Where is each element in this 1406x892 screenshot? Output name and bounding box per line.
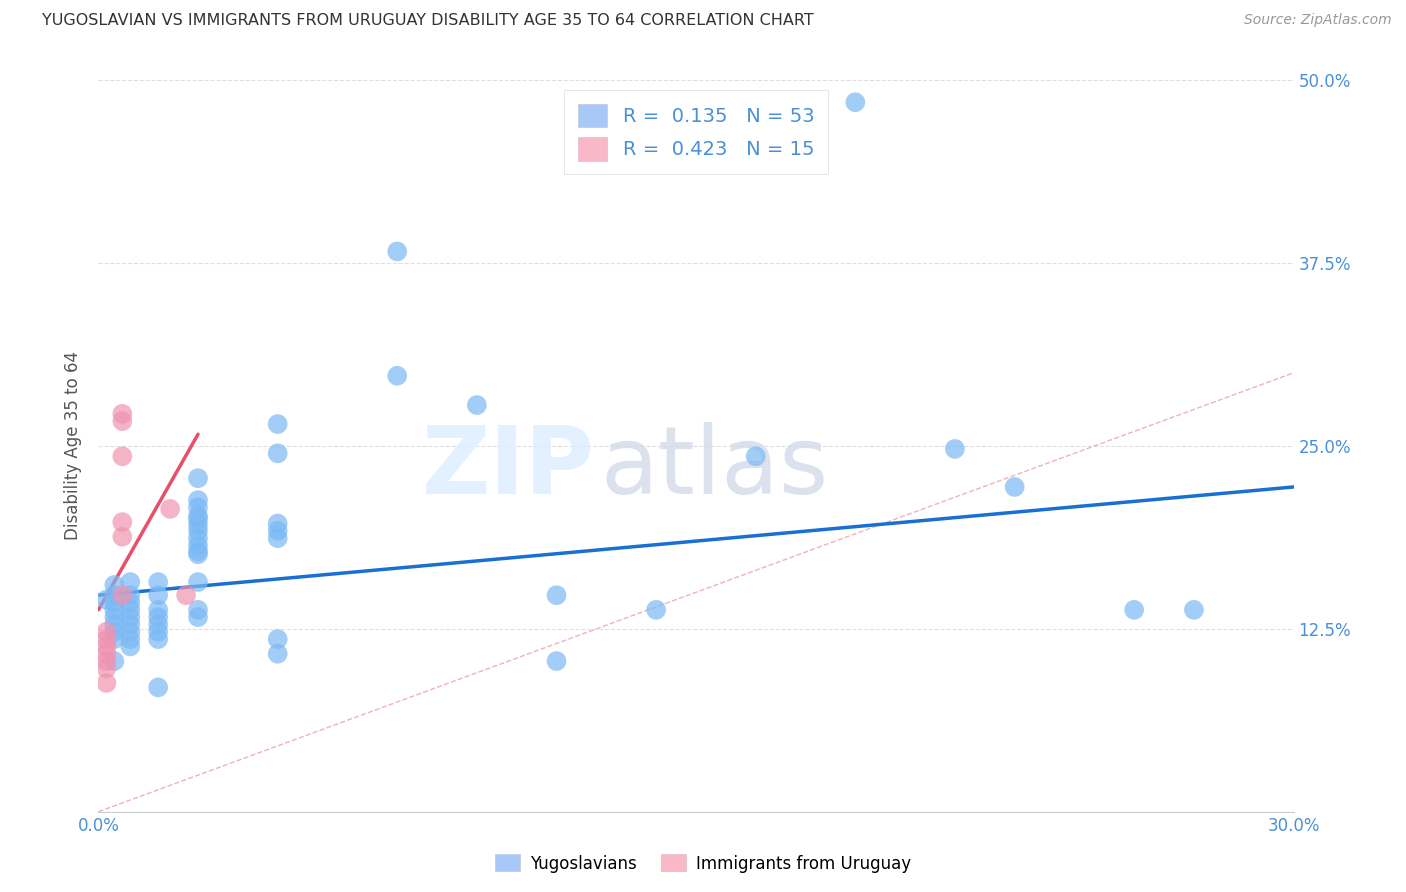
Point [546, 588, 568, 602]
Point [267, 632, 290, 646]
Point [120, 640, 142, 654]
Point [148, 624, 170, 639]
Point [385, 368, 409, 383]
Point [111, 449, 134, 463]
Point [267, 647, 290, 661]
Point [120, 617, 142, 632]
Point [96, 647, 118, 661]
Point [103, 603, 125, 617]
Point [187, 603, 209, 617]
Point [187, 524, 209, 538]
Point [267, 531, 290, 545]
Point [187, 471, 209, 485]
Point [148, 603, 170, 617]
Point [187, 512, 209, 526]
Point [148, 588, 170, 602]
Legend: Yugoslavians, Immigrants from Uruguay: Yugoslavians, Immigrants from Uruguay [488, 847, 918, 880]
Point [187, 544, 209, 558]
Point [187, 539, 209, 553]
Point [103, 588, 125, 602]
Point [159, 502, 181, 516]
Point [111, 515, 134, 529]
Point [96, 676, 118, 690]
Point [546, 654, 568, 668]
Legend: R =  0.135   N = 53, R =  0.423   N = 15: R = 0.135 N = 53, R = 0.423 N = 15 [564, 90, 828, 175]
Point [1004, 480, 1026, 494]
Point [148, 610, 170, 624]
Point [187, 493, 209, 508]
Point [103, 654, 125, 668]
Point [111, 530, 134, 544]
Point [1123, 603, 1146, 617]
Point [148, 617, 170, 632]
Point [103, 617, 125, 632]
Point [111, 588, 134, 602]
Point [174, 588, 197, 602]
Point [844, 95, 866, 110]
Point [103, 595, 125, 609]
Text: ZIP: ZIP [422, 422, 595, 514]
Point [148, 632, 170, 646]
Point [148, 575, 170, 590]
Point [385, 244, 409, 259]
Text: YUGOSLAVIAN VS IMMIGRANTS FROM URUGUAY DISABILITY AGE 35 TO 64 CORRELATION CHART: YUGOSLAVIAN VS IMMIGRANTS FROM URUGUAY D… [42, 13, 814, 29]
Point [745, 449, 768, 463]
Point [103, 610, 125, 624]
Point [96, 592, 118, 607]
Point [111, 407, 134, 421]
Point [187, 531, 209, 545]
Point [187, 575, 209, 590]
Text: Source: ZipAtlas.com: Source: ZipAtlas.com [1244, 13, 1392, 28]
Point [267, 446, 290, 460]
Point [120, 603, 142, 617]
Point [120, 610, 142, 624]
Point [103, 578, 125, 592]
Point [943, 442, 966, 456]
Point [187, 547, 209, 561]
Point [645, 603, 668, 617]
Point [187, 500, 209, 515]
Point [111, 414, 134, 428]
Point [96, 654, 118, 668]
Point [120, 595, 142, 609]
Point [120, 632, 142, 646]
Point [187, 610, 209, 624]
Point [96, 624, 118, 639]
Point [120, 575, 142, 590]
Point [465, 398, 488, 412]
Point [267, 524, 290, 538]
Point [103, 624, 125, 639]
Point [187, 509, 209, 524]
Text: atlas: atlas [600, 422, 828, 514]
Point [148, 681, 170, 695]
Y-axis label: Disability Age 35 to 64: Disability Age 35 to 64 [65, 351, 83, 541]
Point [103, 632, 125, 646]
Point [267, 417, 290, 431]
Point [120, 588, 142, 602]
Point [96, 640, 118, 654]
Point [187, 518, 209, 533]
Point [96, 632, 118, 646]
Point [120, 624, 142, 639]
Point [1182, 603, 1205, 617]
Point [267, 516, 290, 531]
Point [96, 661, 118, 675]
